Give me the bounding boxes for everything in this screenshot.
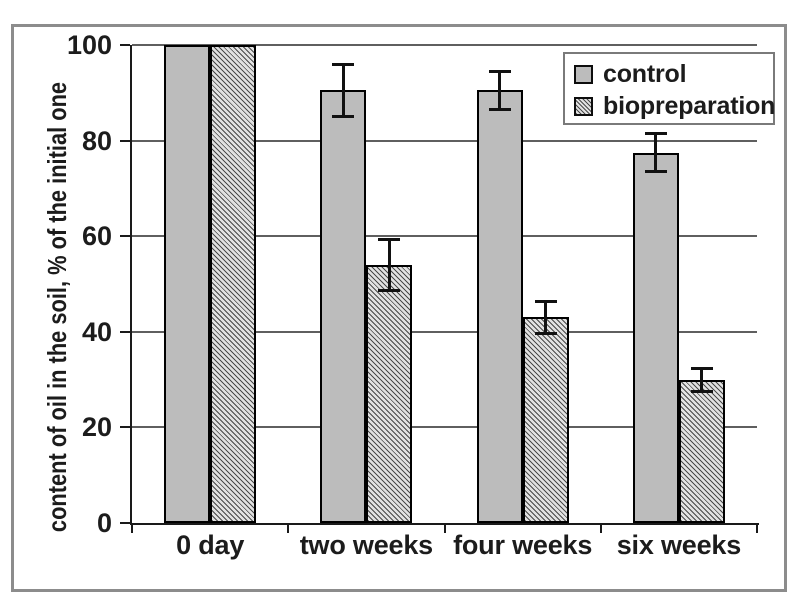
bar-control-0 xyxy=(164,45,211,523)
gridline-80 xyxy=(132,139,757,142)
error-bar-cap-top-control-1 xyxy=(332,63,355,67)
legend: control biopreparation xyxy=(563,52,775,125)
control-swatch-icon xyxy=(574,64,593,84)
y-axis-tick-0 xyxy=(120,522,130,524)
gridline-100 xyxy=(132,44,757,46)
gridline-40 xyxy=(132,330,757,333)
error-bar-cap-top-biopreparation-1 xyxy=(378,237,401,241)
bar-control-2 xyxy=(476,90,523,523)
error-bar-cap-bottom-biopreparation-1 xyxy=(378,289,401,293)
bar-control-1 xyxy=(320,90,367,523)
gridline-20 xyxy=(132,426,757,429)
bar-biopreparation-1 xyxy=(366,264,413,523)
x-axis-line xyxy=(130,523,759,525)
x-axis-tick-4 xyxy=(756,525,758,533)
bar-biopreparation-3 xyxy=(678,379,725,523)
error-bar-line-biopreparation-2 xyxy=(544,300,548,335)
biopreparation-swatch-icon xyxy=(574,96,593,116)
legend-item-biopreparation: biopreparation xyxy=(574,90,776,122)
y-axis-tick-80 xyxy=(120,139,130,142)
error-bar-cap-top-biopreparation-2 xyxy=(534,299,557,303)
error-bar-cap-bottom-biopreparation-3 xyxy=(690,389,713,393)
error-bar-line-control-3 xyxy=(654,133,658,172)
error-bar-cap-bottom-control-2 xyxy=(488,107,511,111)
error-bar-line-biopreparation-1 xyxy=(387,238,391,292)
y-axis-title: content of oil in the soil, % of the ini… xyxy=(42,81,72,533)
x-category-label-0: 0 day xyxy=(176,530,245,560)
x-category-label-2: four weeks xyxy=(453,530,593,560)
legend-label-control: control xyxy=(603,59,687,88)
error-bar-cap-top-biopreparation-3 xyxy=(690,366,713,370)
bar-control-3 xyxy=(632,152,679,523)
y-axis-tick-40 xyxy=(120,330,130,333)
y-axis-tick-60 xyxy=(120,235,130,238)
y-tick-label-0: 0 xyxy=(96,508,112,538)
y-tick-label-20: 20 xyxy=(81,412,112,443)
x-category-label-3: six weeks xyxy=(616,530,742,560)
error-bar-line-control-2 xyxy=(498,71,502,110)
x-axis-tick-2 xyxy=(443,525,446,533)
bar-biopreparation-2 xyxy=(522,317,569,523)
y-tick-label-40: 40 xyxy=(81,316,112,347)
legend-label-biopreparation: biopreparation xyxy=(603,91,776,120)
x-axis-tick-1 xyxy=(287,525,290,533)
error-bar-cap-bottom-control-1 xyxy=(332,114,355,118)
y-axis-tick-100 xyxy=(120,44,130,46)
x-category-label-1: two weeks xyxy=(299,530,433,560)
bar-biopreparation-0 xyxy=(210,45,257,523)
gridline-60 xyxy=(132,235,757,238)
error-bar-line-control-1 xyxy=(341,64,345,117)
y-axis-line xyxy=(130,45,132,525)
y-tick-label-100: 100 xyxy=(66,30,112,60)
y-axis-tick-20 xyxy=(120,426,130,429)
y-tick-label-60: 60 xyxy=(81,221,112,252)
x-axis-tick-0 xyxy=(131,525,133,533)
error-bar-line-biopreparation-3 xyxy=(700,367,704,392)
error-bar-cap-bottom-biopreparation-2 xyxy=(534,332,557,336)
error-bar-cap-top-control-2 xyxy=(488,70,511,74)
y-tick-label-80: 80 xyxy=(81,125,112,156)
legend-item-control: control xyxy=(574,58,773,90)
error-bar-cap-bottom-control-3 xyxy=(644,169,667,173)
x-axis-tick-3 xyxy=(599,525,602,533)
error-bar-cap-top-control-3 xyxy=(644,132,667,136)
